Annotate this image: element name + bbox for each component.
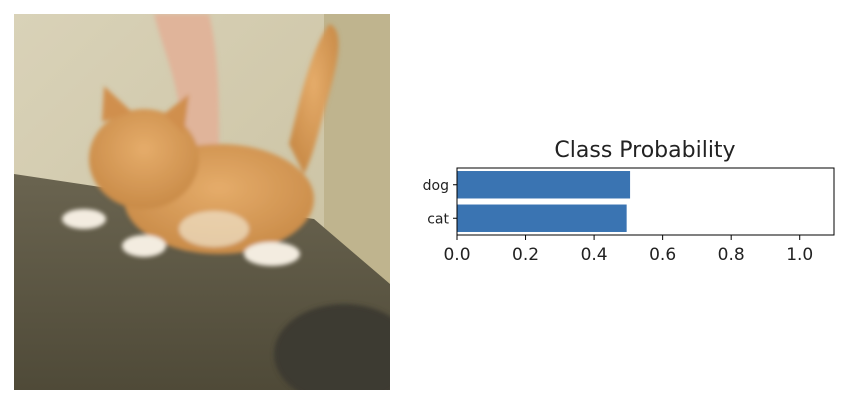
x-tick-label: 0.4 [581,245,608,265]
x-tick-label: 0.6 [649,245,676,265]
bar-cat [457,204,627,232]
x-ticks: 0.0 0.2 0.4 0.6 0.8 1.0 [443,235,813,265]
chart-title: Class Probability [554,138,735,163]
cat-ear-left [102,86,132,122]
cat-tail [289,24,339,174]
class-probability-chart: Class Probability dog cat 0.0 0.2 0.4 0.6 0.8… [423,138,835,265]
plot-frame [456,167,835,236]
cat-paw-front-left [62,209,106,229]
x-tick-label: 0.8 [718,245,745,265]
cat-paw-front-right [122,235,166,257]
category-labels: dog cat [423,178,457,227]
x-tick-label: 0.2 [512,245,539,265]
x-tick-label: 0.0 [443,245,470,265]
cat-paw-back [244,242,300,266]
category-label-dog: dog [423,178,449,194]
bar-dog [457,171,631,199]
cat-chest [179,211,249,247]
category-label-cat: cat [427,211,449,227]
kitten-photo [14,14,390,390]
cat-head [89,109,199,209]
cat-ear-right [164,94,189,134]
shadow-object [274,304,390,390]
bars-group [457,171,631,232]
x-tick-label: 1.0 [786,245,813,265]
